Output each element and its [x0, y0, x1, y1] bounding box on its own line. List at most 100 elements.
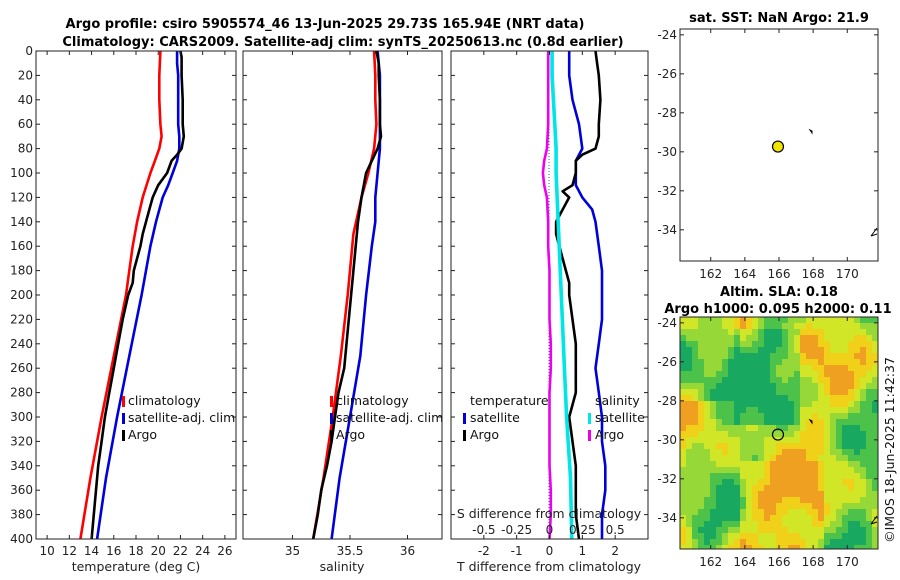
sla-cell — [782, 419, 789, 426]
sla-cell — [722, 425, 729, 432]
sla-cell — [800, 323, 807, 330]
sla-cell — [692, 401, 699, 408]
sla-cell — [872, 521, 878, 528]
sla-cell — [872, 503, 878, 510]
sla-cell — [740, 503, 747, 510]
salinity-xlabel: salinity — [320, 559, 365, 574]
sla-cell — [824, 485, 831, 492]
sla-cell — [704, 395, 711, 402]
sla-cell — [800, 467, 807, 474]
imos-credit: ©IMOS 18-Jun-2025 11:42:37 — [882, 357, 897, 543]
sla-cell — [722, 377, 729, 384]
sla-cell — [860, 335, 867, 342]
sla-cell — [710, 455, 717, 462]
sla-cell — [776, 497, 783, 504]
sla-cell — [686, 419, 693, 426]
sla-cell — [722, 431, 729, 438]
sla-cell — [770, 419, 777, 426]
sla-cell — [854, 461, 861, 468]
sla-cell — [752, 425, 759, 432]
sla-cell — [788, 335, 795, 342]
sla-cell — [788, 515, 795, 522]
sla-cell — [752, 545, 759, 549]
sla-cell — [692, 503, 699, 510]
sla-cell — [770, 395, 777, 402]
sla-cell — [770, 497, 777, 504]
sla-cell — [860, 539, 867, 546]
sla-cell — [680, 449, 687, 456]
sla-cell — [758, 515, 765, 522]
sla-cell — [794, 437, 801, 444]
sla-cell — [824, 335, 831, 342]
sla-cell — [830, 359, 837, 366]
sla-cell — [686, 425, 693, 432]
sla-cell — [698, 491, 705, 498]
sla-cell — [818, 497, 825, 504]
sla-cell — [788, 455, 795, 462]
sla-cell — [698, 527, 705, 534]
sla-cell — [848, 503, 855, 510]
sla-cell — [746, 413, 753, 420]
sla-cell — [836, 533, 843, 540]
sla-cell — [746, 347, 753, 354]
sla-cell — [812, 509, 819, 516]
legend-swatch-argo — [122, 430, 125, 441]
sla-cell — [824, 515, 831, 522]
sla-cell — [872, 455, 878, 462]
sla-cell — [860, 491, 867, 498]
sla-cell — [860, 473, 867, 480]
sla-cell — [818, 335, 825, 342]
sla-cell — [806, 323, 813, 330]
sla-cell — [812, 335, 819, 342]
sla-cell — [818, 449, 825, 456]
profile-line-satellite-adj-clim — [330, 51, 382, 539]
sla-cell — [848, 479, 855, 486]
sla-cell — [830, 479, 837, 486]
sla-cell — [800, 521, 807, 528]
sla-cell — [698, 539, 705, 546]
sla-cell — [686, 473, 693, 480]
sla-cell — [680, 413, 687, 420]
sla-cell — [728, 539, 735, 546]
map-x-tick-label: 168 — [802, 555, 825, 569]
sla-cell — [686, 485, 693, 492]
sla-cell — [806, 347, 813, 354]
sla-cell — [848, 395, 855, 402]
sla-cell — [824, 455, 831, 462]
sla-cell — [764, 455, 771, 462]
sla-cell — [806, 437, 813, 444]
sla-cell — [764, 515, 771, 522]
sla-cell — [788, 497, 795, 504]
sla-cell — [824, 419, 831, 426]
x-tick-label: 35 — [285, 544, 300, 558]
sla-cell — [722, 533, 729, 540]
sla-cell — [776, 449, 783, 456]
sla-cell — [806, 485, 813, 492]
sla-cell — [872, 347, 878, 354]
sla-cell — [722, 479, 729, 486]
sla-cell — [842, 371, 849, 378]
sla-cell — [836, 473, 843, 480]
temperature-legend: climatology satellite-adj. clim Argo — [122, 393, 235, 442]
sla-cell — [692, 377, 699, 384]
sla-cell — [800, 383, 807, 390]
sla-cell — [686, 371, 693, 378]
sla-cell — [734, 401, 741, 408]
sla-cell — [752, 503, 759, 510]
sla-cell — [740, 473, 747, 480]
sla-cell — [770, 467, 777, 474]
sla-cell — [734, 365, 741, 372]
sla-cell — [764, 395, 771, 402]
sla-cell — [686, 503, 693, 510]
sla-cell — [692, 485, 699, 492]
legend-label-t-argo: Argo — [470, 427, 499, 442]
sla-cell — [866, 527, 873, 534]
sla-cell — [680, 473, 687, 480]
sla-cell — [788, 353, 795, 360]
sla-cell — [842, 419, 849, 426]
sla-cell — [800, 485, 807, 492]
sla-cell — [692, 413, 699, 420]
sla-cell — [830, 503, 837, 510]
sla-cell — [818, 485, 825, 492]
sla-cell — [812, 455, 819, 462]
